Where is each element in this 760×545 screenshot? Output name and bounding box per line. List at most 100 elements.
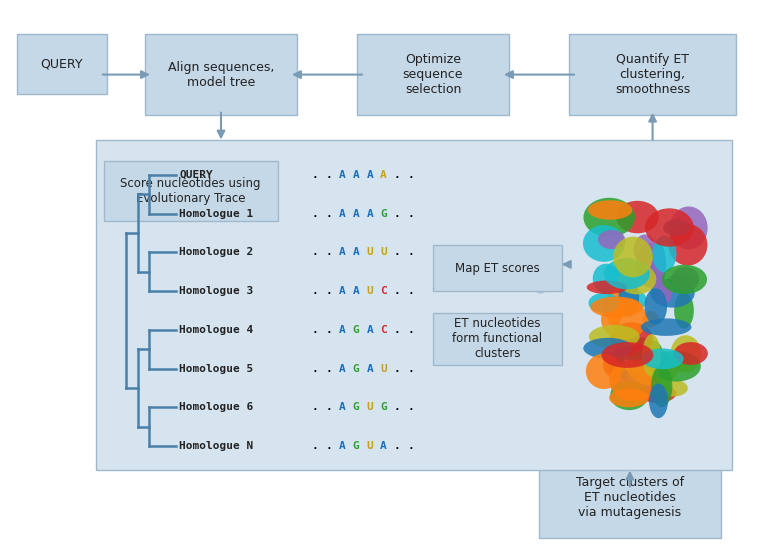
- Text: C: C: [380, 325, 387, 335]
- Text: A: A: [366, 364, 373, 373]
- Ellipse shape: [627, 347, 679, 386]
- Ellipse shape: [591, 296, 643, 318]
- Ellipse shape: [588, 293, 619, 313]
- Text: Homologue N: Homologue N: [179, 441, 254, 451]
- Ellipse shape: [643, 311, 659, 328]
- Ellipse shape: [601, 299, 648, 340]
- Text: .: .: [312, 209, 318, 219]
- Ellipse shape: [611, 378, 637, 397]
- Text: .: .: [312, 364, 318, 373]
- Ellipse shape: [583, 225, 625, 262]
- Text: .: .: [325, 209, 332, 219]
- Text: .: .: [325, 364, 332, 373]
- FancyBboxPatch shape: [145, 34, 296, 115]
- Text: Optimize
sequence
selection: Optimize sequence selection: [403, 53, 464, 96]
- Text: .: .: [312, 247, 318, 257]
- Ellipse shape: [617, 264, 657, 294]
- Text: .: .: [407, 325, 414, 335]
- Ellipse shape: [598, 230, 625, 249]
- Text: A: A: [353, 170, 359, 180]
- Text: .: .: [394, 209, 401, 219]
- Text: U: U: [366, 286, 373, 296]
- Text: Homologue 3: Homologue 3: [179, 286, 254, 296]
- Ellipse shape: [616, 201, 659, 233]
- Ellipse shape: [613, 258, 641, 288]
- Text: A: A: [353, 247, 359, 257]
- Text: U: U: [366, 441, 373, 451]
- Ellipse shape: [641, 348, 684, 369]
- Text: .: .: [407, 402, 414, 412]
- Text: U: U: [380, 364, 387, 373]
- Ellipse shape: [583, 338, 633, 359]
- Ellipse shape: [601, 342, 654, 368]
- Text: .: .: [312, 286, 318, 296]
- Text: .: .: [407, 209, 414, 219]
- Text: A: A: [339, 170, 346, 180]
- Ellipse shape: [645, 208, 694, 247]
- Ellipse shape: [644, 288, 667, 325]
- Text: .: .: [312, 402, 318, 412]
- Ellipse shape: [659, 380, 688, 397]
- Text: Map ET scores: Map ET scores: [455, 262, 540, 275]
- Text: G: G: [380, 209, 387, 219]
- Text: Align sequences,
model tree: Align sequences, model tree: [168, 60, 274, 89]
- Text: .: .: [394, 247, 401, 257]
- Ellipse shape: [662, 265, 707, 294]
- Ellipse shape: [652, 351, 701, 382]
- FancyBboxPatch shape: [103, 161, 277, 221]
- Text: C: C: [380, 286, 387, 296]
- Ellipse shape: [668, 352, 690, 371]
- Text: .: .: [394, 441, 401, 451]
- Text: .: .: [394, 286, 401, 296]
- Ellipse shape: [586, 354, 622, 389]
- Ellipse shape: [638, 384, 676, 403]
- Text: Homologue 4: Homologue 4: [179, 325, 254, 335]
- FancyBboxPatch shape: [17, 34, 107, 94]
- Text: A: A: [339, 209, 346, 219]
- Text: .: .: [407, 286, 414, 296]
- Text: .: .: [325, 402, 332, 412]
- Text: A: A: [366, 325, 373, 335]
- Text: A: A: [339, 286, 346, 296]
- Text: .: .: [407, 170, 414, 180]
- Ellipse shape: [634, 234, 656, 264]
- Text: .: .: [325, 170, 332, 180]
- FancyBboxPatch shape: [433, 245, 562, 292]
- Text: .: .: [394, 402, 401, 412]
- Text: .: .: [407, 247, 414, 257]
- Text: .: .: [394, 325, 401, 335]
- Text: A: A: [366, 209, 373, 219]
- Ellipse shape: [663, 220, 690, 236]
- FancyBboxPatch shape: [569, 34, 736, 115]
- Text: .: .: [312, 325, 318, 335]
- Text: .: .: [325, 286, 332, 296]
- Text: Target clusters of
ET nucleotides
via mutagenesis: Target clusters of ET nucleotides via mu…: [576, 476, 684, 519]
- Ellipse shape: [670, 207, 708, 250]
- Text: ET nucleotides
form functional
clusters: ET nucleotides form functional clusters: [452, 317, 543, 360]
- Ellipse shape: [654, 279, 673, 304]
- Ellipse shape: [619, 277, 639, 316]
- Ellipse shape: [593, 264, 619, 293]
- Text: A: A: [339, 364, 346, 373]
- Ellipse shape: [674, 342, 708, 365]
- Ellipse shape: [610, 360, 660, 401]
- Text: A: A: [353, 286, 359, 296]
- Ellipse shape: [650, 242, 666, 287]
- Ellipse shape: [610, 370, 651, 397]
- Ellipse shape: [651, 365, 673, 407]
- Ellipse shape: [589, 325, 640, 348]
- Text: .: .: [312, 441, 318, 451]
- Text: .: .: [407, 364, 414, 373]
- Ellipse shape: [651, 278, 695, 307]
- Ellipse shape: [630, 349, 670, 368]
- Text: .: .: [325, 247, 332, 257]
- Text: .: .: [325, 325, 332, 335]
- Text: A: A: [339, 441, 346, 451]
- Ellipse shape: [616, 337, 662, 362]
- Text: A: A: [339, 325, 346, 335]
- Text: QUERY: QUERY: [41, 57, 83, 70]
- Text: A: A: [380, 441, 387, 451]
- Ellipse shape: [671, 267, 699, 291]
- Text: .: .: [394, 364, 401, 373]
- Ellipse shape: [668, 224, 708, 265]
